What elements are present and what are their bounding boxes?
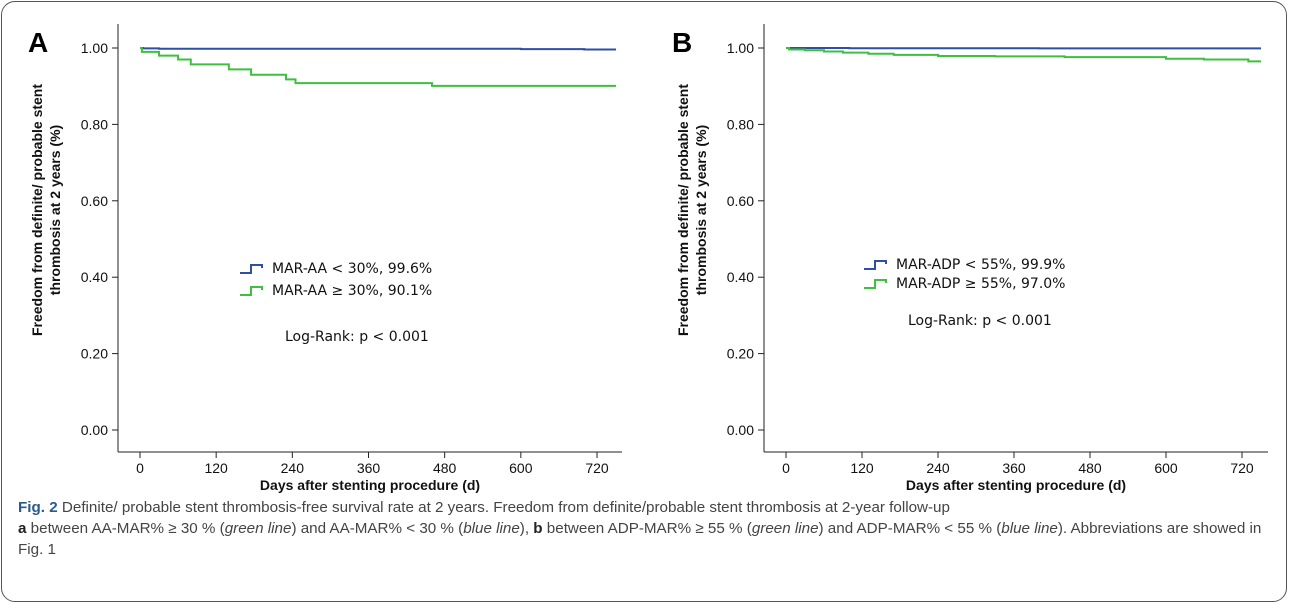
panel-b-legend-label-green: MAR-ADP ≥ 55%, 97.0% xyxy=(896,276,1065,292)
caption-a-blue: blue line xyxy=(463,520,520,537)
caption-b-letter: b xyxy=(533,520,543,537)
panel-a-x-axis-title: Days after stenting procedure (d) xyxy=(260,477,480,493)
caption-b-text-2: ) and ADP-MAR% < 55 % ( xyxy=(818,520,1002,537)
panel-a-x-tick-label: 720 xyxy=(585,460,609,476)
panel-a-y-axis-title-line-2: thrombosis at 2 years (%) xyxy=(47,125,63,295)
panel-b-legend-symbol-blue xyxy=(864,260,887,270)
panel-b-x-tick-label: 720 xyxy=(1230,460,1254,476)
panel-a-y-tick-label: 1.00 xyxy=(81,40,108,56)
panel-b-chart: B 0.00 0.20 0.40 0.60 0.80 1.00 0 120 240 360 480 60… xyxy=(672,24,1268,493)
panel-b-letter: B xyxy=(672,27,692,58)
panel-a-x-tick-label: 360 xyxy=(357,460,381,476)
caption-b-text-3: ). Abbreviations are showed in Fig. 1 xyxy=(18,520,1262,558)
panel-a-y-axis-title: Freedom from definite/ probable stent thr… xyxy=(29,84,63,336)
panel-b-x-tick-label: 240 xyxy=(926,460,950,476)
panel-a-x-tick-label: 480 xyxy=(433,460,457,476)
panel-b-x-axis-title: Days after stenting procedure (d) xyxy=(906,477,1126,493)
panel-a-y-tick-label: 0.80 xyxy=(81,116,108,132)
panel-b-x-tick-label: 600 xyxy=(1154,460,1178,476)
panel-a-legend-label-blue: MAR-AA < 30%, 99.6% xyxy=(272,261,432,277)
panel-a-y-tick-label: 0.60 xyxy=(81,193,108,209)
caption-a-text-3: ), xyxy=(519,520,534,537)
panel-a-y-axis-title-line-1: Freedom from definite/ probable stent xyxy=(29,84,45,336)
caption-b-blue: blue line xyxy=(1001,520,1058,537)
panel-a-series-green-line xyxy=(140,47,617,87)
panel-b-x-tick-label: 120 xyxy=(850,460,874,476)
panel-b-log-rank-note: Log-Rank: p < 0.001 xyxy=(908,313,1052,329)
panel-a-x-tick-label: 120 xyxy=(204,460,228,476)
panel-b-y-axis-title-line-2: thrombosis at 2 years (%) xyxy=(693,125,709,295)
panel-b-y-axis-title: Freedom from definite/ probable stent thr… xyxy=(675,84,709,336)
panel-b-y-tick-label: 1.00 xyxy=(727,40,754,56)
panel-b-y-tick-label: 0.00 xyxy=(727,422,754,438)
panel-a-letter: A xyxy=(28,27,48,58)
panel-a-x-tick-label: 0 xyxy=(136,460,144,476)
caption-a-text-1: between AA-MAR% ≥ 30 % ( xyxy=(26,520,225,537)
caption-a-text-2: ) and AA-MAR% < 30 % ( xyxy=(291,520,464,537)
panel-a-y-tick-label: 0.40 xyxy=(81,269,108,285)
panel-b-legend-symbol-green xyxy=(864,279,887,289)
panel-a-x-tick-label: 600 xyxy=(509,460,533,476)
panel-b-x-tick-label: 480 xyxy=(1078,460,1102,476)
panel-b-y-tick-label: 0.60 xyxy=(727,193,754,209)
caption-fig-label: Fig. 2 xyxy=(18,499,58,516)
caption-title: Definite/ probable stent thrombosis-free… xyxy=(61,499,950,516)
caption-a-green: green line xyxy=(224,520,292,537)
panel-a-series-blue-line xyxy=(140,47,617,51)
panel-b-series-green-line xyxy=(786,47,1261,63)
panel-a-log-rank-note: Log-Rank: p < 0.001 xyxy=(285,329,429,345)
caption-b-text-1: between ADP-MAR% ≥ 55 % ( xyxy=(542,520,752,537)
panel-b-x-tick-label: 0 xyxy=(782,460,790,476)
panel-b-x-tick-label: 360 xyxy=(1002,460,1026,476)
caption-a-letter: a xyxy=(18,520,27,537)
panel-a-y-tick-label: 0.20 xyxy=(81,346,108,362)
caption-b-green: green line xyxy=(751,520,819,537)
panel-a-legend-symbol-blue xyxy=(240,264,263,274)
panel-a-legend-label-green: MAR-AA ≥ 30%, 90.1% xyxy=(272,283,432,299)
panel-a-x-tick-label: 240 xyxy=(281,460,305,476)
panel-b-y-tick-label: 0.40 xyxy=(727,269,754,285)
panel-b-y-tick-label: 0.80 xyxy=(727,116,754,132)
figure-caption: Fig. 2 Definite/ probable stent thrombos… xyxy=(18,497,1268,560)
panel-b-y-axis-title-line-1: Freedom from definite/ probable stent xyxy=(675,84,691,336)
panel-a-chart: A 0.00 0.20 0.40 0.60 0.80 1.00 0 120 240 360 480 60… xyxy=(28,24,622,493)
panel-a-y-tick-label: 0.00 xyxy=(81,422,108,438)
panel-b-legend-label-blue: MAR-ADP < 55%, 99.9% xyxy=(896,257,1065,273)
panel-a-legend-symbol-green xyxy=(240,286,263,296)
panel-b-y-tick-label: 0.20 xyxy=(727,346,754,362)
